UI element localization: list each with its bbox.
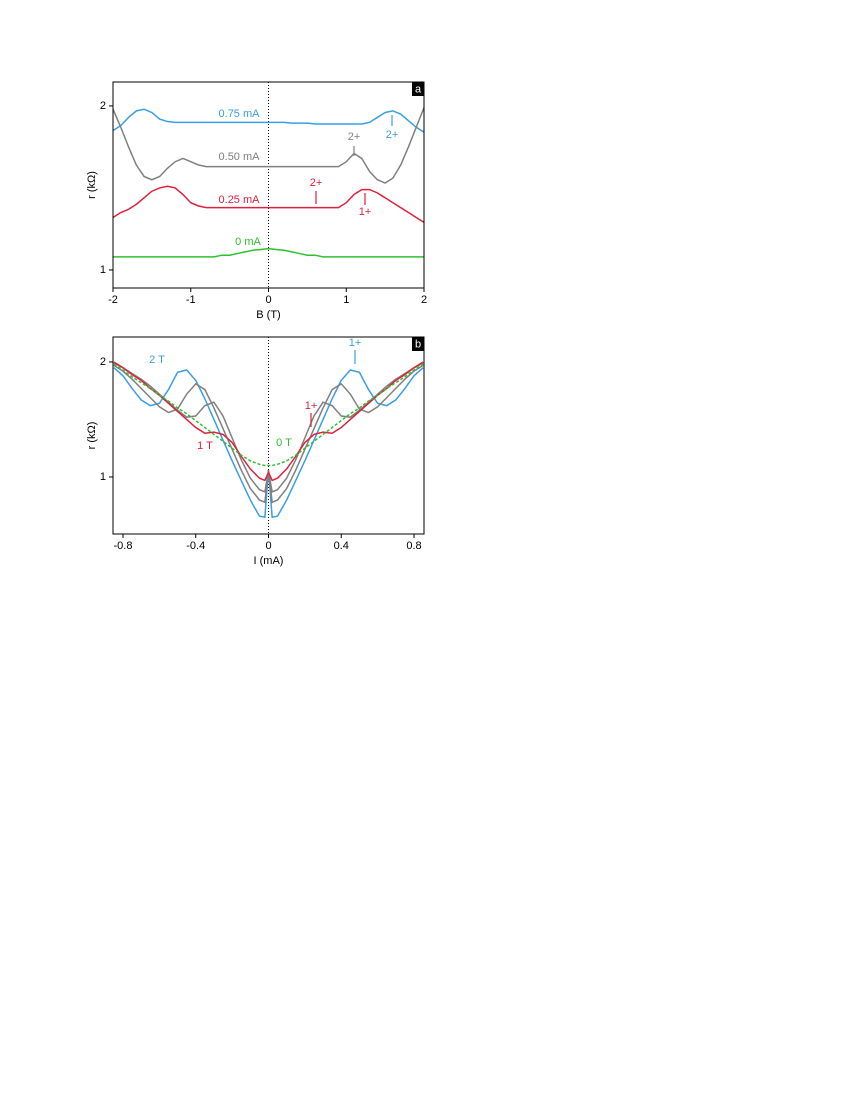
annotation: 1+ (349, 337, 362, 349)
data-line (113, 107, 424, 184)
x-tick-label: 0.4 (334, 540, 349, 552)
x-axis-label: B (T) (256, 309, 280, 321)
y-tick-label: 2 (100, 100, 106, 112)
series-label: 0.75 mA (219, 108, 261, 120)
plot-frame (112, 336, 425, 535)
x-tick-label: 0.8 (406, 540, 421, 552)
annotation: 2+ (386, 129, 399, 141)
panel-label-box (412, 337, 424, 351)
data-line (113, 364, 424, 504)
series-label: 0.50 mA (219, 151, 261, 163)
annotation: 2+ (348, 131, 361, 143)
x-tick-label: -0.4 (186, 540, 205, 552)
x-tick-label: 2 (421, 294, 427, 306)
y-tick-label: 2 (100, 356, 106, 368)
series-label: 2 T (149, 354, 165, 366)
x-tick-label: -0.8 (114, 540, 133, 552)
y-axis-label: r (kΩ) (86, 422, 98, 450)
data-line (113, 363, 424, 467)
series-label: 0 T (276, 437, 292, 449)
x-tick-label: 1 (343, 294, 349, 306)
series-label: 0 mA (235, 236, 261, 248)
data-line (113, 247, 424, 258)
series-label: 0.25 mA (219, 194, 261, 206)
x-tick-label: -2 (108, 294, 118, 306)
annotation: 1+ (359, 206, 372, 218)
y-axis-label: r (kΩ) (86, 171, 98, 199)
panel-label: a (415, 83, 422, 95)
x-tick-label: -1 (186, 294, 196, 306)
x-tick-label: 0 (265, 294, 271, 306)
x-axis-label: I (mA) (254, 555, 284, 567)
data-line (113, 185, 424, 224)
x-tick-label: 0 (265, 540, 271, 552)
panel-label-box (412, 82, 424, 96)
annotation: 2+ (310, 177, 323, 189)
y-tick-label: 1 (100, 264, 106, 276)
data-line (113, 361, 424, 482)
y-tick-label: 1 (100, 471, 106, 483)
data-line (113, 108, 424, 133)
series-label: 1 T (197, 440, 213, 452)
panel-label: b (415, 338, 421, 350)
annotation: 1+ (305, 400, 318, 412)
